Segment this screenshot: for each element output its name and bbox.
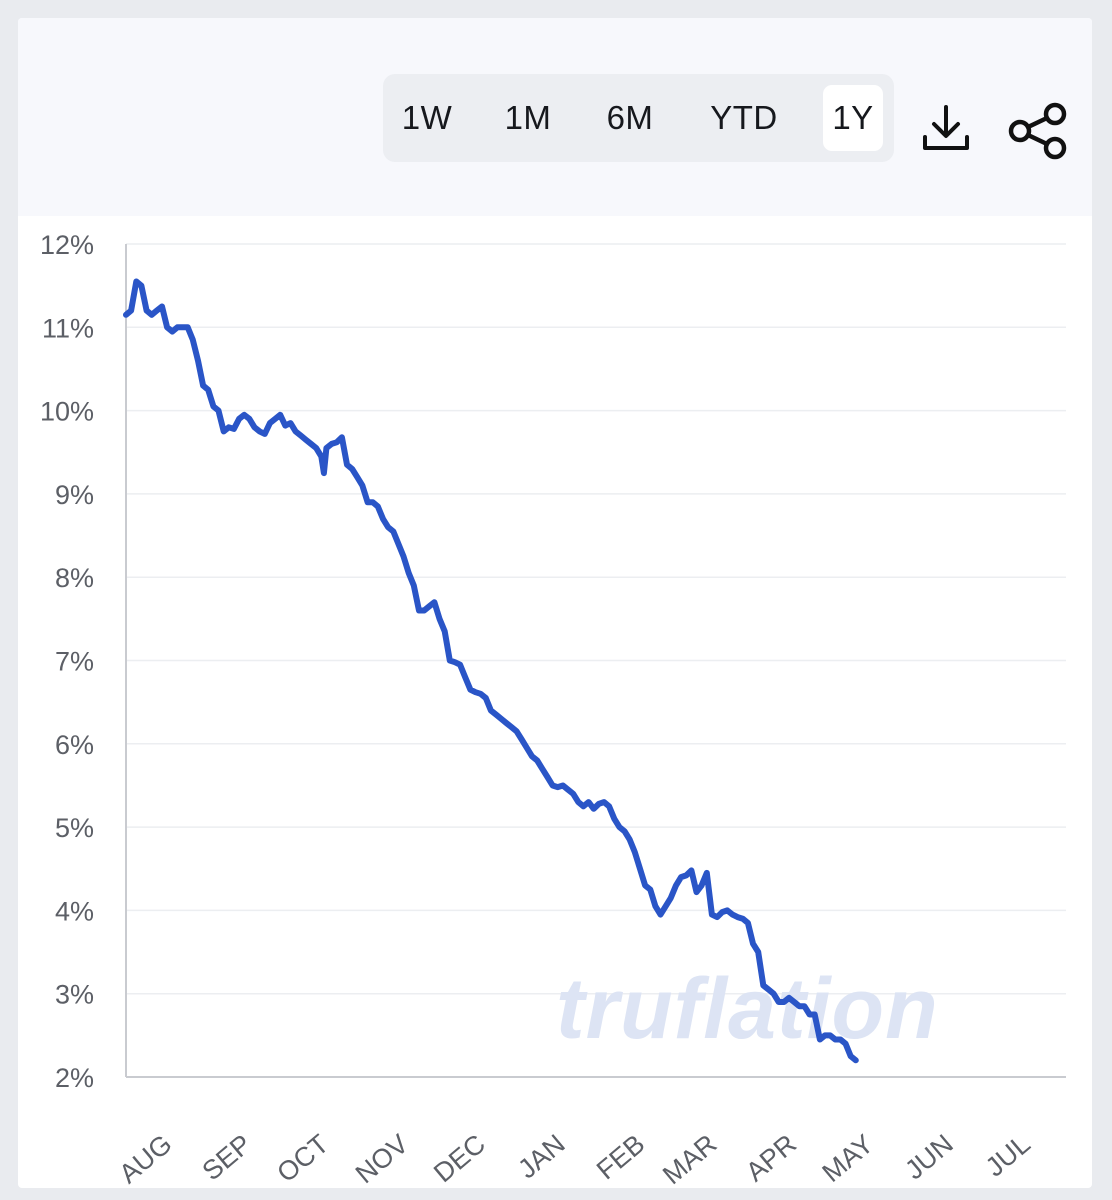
y-tick-label: 10% <box>40 397 94 427</box>
y-tick-label: 2% <box>55 1063 94 1093</box>
x-tick-label: OCT <box>271 1129 334 1188</box>
y-tick-label: 5% <box>55 813 94 843</box>
time-range-selector: 1W 1M 6M YTD 1Y <box>383 74 894 162</box>
x-tick-label: JUL <box>980 1129 1036 1183</box>
chart-card: 1W 1M 6M YTD 1Y truflation 2% 3% 4% 5% 6% 7% 8… <box>18 18 1092 1188</box>
download-icon[interactable] <box>916 98 976 158</box>
range-button-1y[interactable]: 1Y <box>823 85 883 151</box>
range-button-ytd[interactable]: YTD <box>710 99 778 136</box>
y-tick-label: 3% <box>55 980 94 1010</box>
x-tick-label: DEC <box>428 1129 491 1188</box>
y-tick-label: 12% <box>40 230 94 260</box>
y-tick-label: 11% <box>42 313 94 343</box>
y-tick-label: 9% <box>55 480 94 510</box>
share-icon[interactable] <box>1004 98 1070 164</box>
y-tick-label: 6% <box>55 730 94 760</box>
x-tick-label: NOV <box>350 1129 414 1188</box>
y-tick-label: 8% <box>55 563 94 593</box>
x-tick-label: APR <box>740 1129 802 1188</box>
x-tick-label: FEB <box>591 1129 651 1186</box>
y-tick-label: 4% <box>55 896 94 926</box>
x-tick-label: JUN <box>899 1129 959 1186</box>
x-tick-label: SEP <box>197 1129 258 1187</box>
range-button-1w[interactable]: 1W <box>401 99 453 136</box>
truflation-watermark: truflation <box>556 961 939 1057</box>
x-tick-label: MAY <box>817 1129 880 1188</box>
x-tick-label: MAR <box>657 1129 722 1188</box>
range-button-6m[interactable]: 6M <box>606 99 654 136</box>
line-chart: truflation 2% 3% 4% 5% 6% 7% 8% 9% 10% 11% 12% AUG… <box>40 230 1066 1188</box>
x-tick-label: JAN <box>512 1129 570 1185</box>
x-tick-label: AUG <box>113 1129 177 1188</box>
range-button-1m[interactable]: 1M <box>504 99 552 136</box>
y-tick-label: 7% <box>55 647 94 677</box>
inflation-series-line <box>123 278 859 1064</box>
